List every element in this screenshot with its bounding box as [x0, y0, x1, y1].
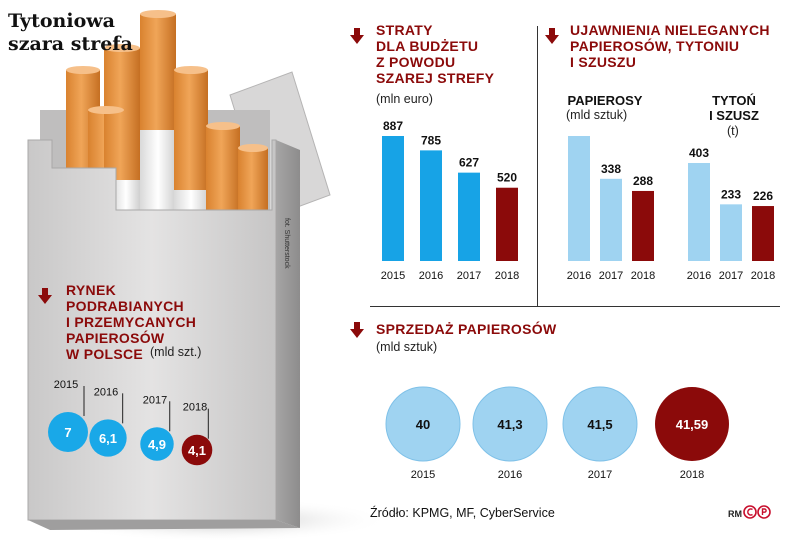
year-label: 2018: [680, 469, 704, 481]
bubble-value-label: 4,1: [188, 443, 206, 458]
bubble-2016: [472, 386, 548, 462]
bar-value-label: 288: [633, 174, 653, 188]
x-tick-label: 2018: [495, 270, 519, 282]
bubble-value-label: 6,1: [99, 431, 117, 446]
bar-value-label: 520: [497, 171, 517, 185]
bar-2018: [632, 190, 654, 261]
section-rule: [370, 306, 780, 307]
x-tick-label: 2016: [687, 270, 711, 282]
x-tick-label: 2017: [457, 270, 481, 282]
bubble-value-label: 41,5: [587, 417, 612, 432]
x-tick-label: 2017: [599, 270, 623, 282]
bar-2017: [720, 204, 742, 261]
x-tick-label: 2018: [631, 270, 655, 282]
bubble-value-label: 4,9: [148, 437, 166, 452]
market-bubble-chart: 2015 7 2016 6,1 2017 4,9 2018 4,1: [48, 379, 213, 466]
year-label: 2018: [183, 402, 207, 414]
bubble-value-label: 7: [64, 425, 71, 440]
rm-logo: RM: [728, 509, 742, 519]
year-label: 2015: [54, 379, 78, 391]
seizures-tobacco-bar-chart: 403 2016 233 2017 226 2018: [687, 146, 775, 282]
bar-value-label: 226: [753, 189, 773, 203]
bar-value-label: 887: [383, 119, 403, 133]
bubble-2015: [385, 386, 461, 462]
bubble-2018: [181, 434, 213, 466]
down-arrow-icon: [350, 28, 364, 44]
bar-value-label: 233: [721, 187, 741, 201]
bar-2016: [420, 150, 442, 261]
bubble-2018: [655, 387, 729, 461]
tobacco-subtitle: TYTOŃ I SZUSZ: [709, 93, 759, 123]
bubble-value-label: 40: [416, 417, 430, 432]
section-divider: [537, 26, 538, 306]
year-label: 2017: [143, 394, 167, 406]
bubble-2017: [140, 427, 174, 461]
bubble-value-label: 41,3: [497, 417, 522, 432]
bar-2018: [496, 187, 518, 261]
bar-value-label: 785: [421, 133, 441, 147]
bubble-2015: [48, 412, 88, 452]
source-note: Źródło: KPMG, MF, CyberService: [370, 506, 555, 520]
bar-2015: [382, 136, 404, 261]
bubble-2017: [562, 386, 638, 462]
seizures-cigarettes-bar-chart: 514 2016 338 2017 288 2018: [567, 130, 655, 282]
down-arrow-icon: [545, 28, 559, 44]
bar-value-label: 338: [601, 162, 621, 176]
losses-chart-title: STRATY DLA BUDŻETU Z POWODU SZAREJ STREF…: [376, 22, 495, 86]
x-tick-label: 2015: [381, 270, 405, 282]
cigarettes-subtitle: PAPIEROSY: [567, 93, 643, 108]
cigarettes-unit: (mld sztuk): [566, 108, 628, 122]
bubble-value-label: 41,59: [676, 417, 709, 432]
sales-bubble-chart: 40 2015 41,3 2016 41,5 2017 41,59 2018: [385, 386, 729, 481]
cp-logo-icon: [743, 505, 771, 519]
sales-chart-unit: (mld sztuk): [376, 340, 438, 354]
market-chart-title: RYNEK PODRABIANYCH I PRZEMYCANYCH PAPIER…: [66, 282, 197, 362]
x-tick-label: 2018: [751, 270, 775, 282]
bar-2018: [752, 206, 774, 261]
x-tick-label: 2016: [419, 270, 443, 282]
bar-2017: [458, 172, 480, 261]
photo-credit: fot. Shutterstock: [283, 218, 290, 269]
seizures-chart-title: UJAWNIENIA NIELEGANYCH PAPIEROSÓW, TYTON…: [570, 22, 770, 70]
tobacco-unit: (t): [727, 124, 739, 138]
market-chart-unit: (mld szt.): [150, 345, 202, 359]
bubble-2016: [89, 419, 127, 457]
year-label: 2016: [94, 386, 118, 398]
losses-bar-chart: 887 2015 785 2016 627 2017 520 2018: [381, 119, 519, 282]
x-tick-label: 2016: [567, 270, 591, 282]
bar-value-label: 403: [689, 146, 709, 160]
bar-value-label: 514: [569, 130, 589, 133]
main-title: Tytoniowa szara strefa: [8, 10, 133, 55]
down-arrow-icon: [38, 288, 52, 304]
year-label: 2016: [498, 469, 522, 481]
losses-chart-unit: (mln euro): [376, 92, 433, 106]
bar-2017: [600, 178, 622, 261]
down-arrow-icon: [350, 322, 364, 338]
bar-2016: [688, 162, 710, 261]
bar-2016: [568, 136, 590, 261]
x-tick-label: 2017: [719, 270, 743, 282]
year-label: 2017: [588, 469, 612, 481]
year-label: 2015: [411, 469, 435, 481]
sales-chart-title: SPRZEDAŻ PAPIEROSÓW: [376, 321, 557, 337]
bar-value-label: 627: [459, 156, 479, 170]
